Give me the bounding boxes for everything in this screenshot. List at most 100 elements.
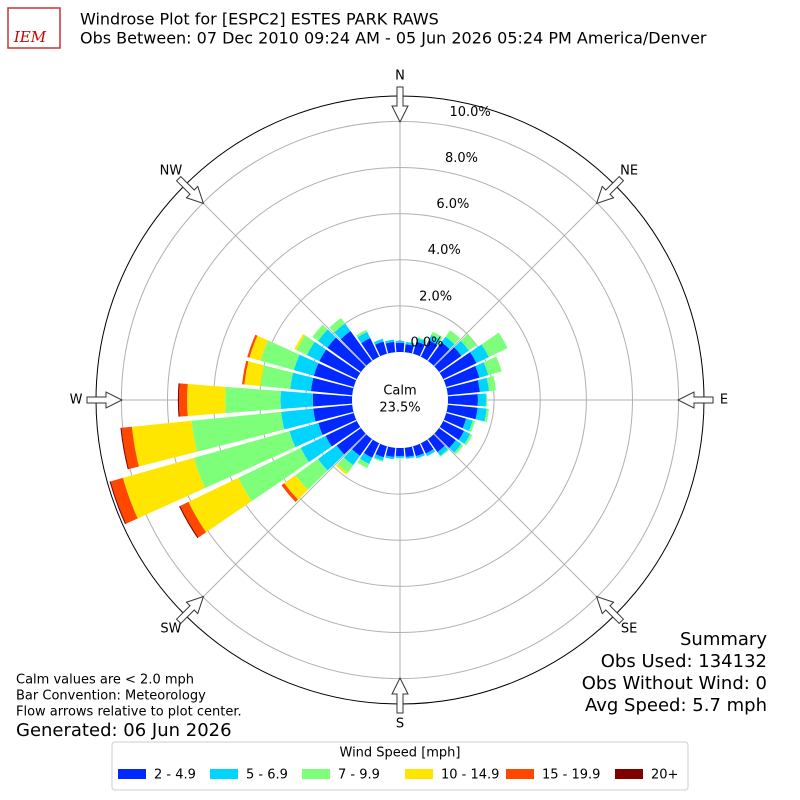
bar-segment [486, 376, 496, 392]
bar-segment [225, 386, 281, 414]
bar-segment [395, 447, 405, 457]
bar-segment [443, 366, 480, 388]
bar-segment [385, 341, 396, 354]
bar-segment [375, 443, 388, 458]
bar-segment [244, 361, 265, 387]
bar-segment [446, 380, 480, 396]
bar-segment [280, 391, 314, 409]
bar-segment [110, 477, 138, 524]
spoke [433, 433, 616, 616]
bar-segment [470, 344, 489, 364]
flow-arrow-shape [391, 86, 409, 124]
r-tick-label: 4.0% [428, 243, 461, 258]
bar-segment [318, 412, 357, 435]
bar-segment [312, 324, 328, 342]
bar-segment [483, 356, 502, 376]
bar-segment [317, 445, 345, 471]
note: Calm values are < 2.0 mph [16, 673, 194, 688]
compass-label: SW [160, 622, 181, 637]
bar-segment [294, 333, 306, 351]
compass-label: NE [620, 163, 638, 178]
bar-segment [395, 342, 405, 353]
note: Flow arrows relative to plot center. [16, 705, 242, 720]
bar-segment [120, 427, 129, 470]
compass-label: SE [621, 622, 637, 637]
bar-segment [188, 477, 252, 533]
chart-title: Windrose Plot for [ESPC2] ESTES PARK RAW… [80, 10, 439, 29]
bar-segment [395, 457, 405, 459]
flow-arrow [175, 595, 205, 625]
bar-segment [242, 360, 249, 385]
bar-segment [441, 336, 455, 350]
bar-segment [485, 393, 488, 407]
calm-label: Calm [383, 384, 416, 399]
bar-segment [405, 455, 415, 459]
bar-segment [313, 363, 357, 388]
bar-segment [374, 454, 384, 461]
bar-segment [373, 457, 383, 462]
logo: IEM [7, 7, 61, 49]
spoke [433, 184, 616, 367]
bar-segment [325, 420, 361, 447]
flow-arrow-shape [175, 175, 205, 205]
bar-segment [356, 329, 368, 338]
bar-segment [475, 362, 489, 378]
bar-segment [327, 337, 366, 372]
bar-segment [447, 394, 478, 406]
flow-arrow [391, 676, 409, 714]
flow-arrow-shape [595, 175, 625, 205]
bar-segment [475, 407, 487, 422]
legend-box [111, 741, 689, 791]
bar-segment [385, 455, 395, 460]
bar-segment [310, 377, 354, 396]
bar-segment [458, 430, 471, 444]
flow-arrow [175, 175, 205, 205]
bar-segment [336, 428, 366, 455]
bar-segment [300, 435, 332, 463]
bar-segment [477, 393, 487, 407]
flow-arrow-shape [595, 595, 625, 625]
logo-text: IEM [13, 28, 47, 46]
bar-segment [420, 439, 434, 454]
bar-segment [247, 334, 258, 358]
bar-segment [415, 453, 425, 459]
bar-segment [319, 349, 361, 380]
flow-arrow-shape [391, 676, 409, 714]
bar-segment [180, 501, 207, 538]
summary-line: Avg Speed: 5.7 mph [585, 695, 767, 716]
legend-swatch [506, 769, 534, 779]
bar-segment [395, 455, 405, 458]
bar-segment [281, 408, 316, 430]
legend-label: 15 - 19.9 [542, 768, 600, 783]
bar-segment [434, 428, 456, 449]
bar-segment [337, 457, 354, 473]
grid-circle [166, 166, 634, 634]
legend-swatch [118, 769, 146, 779]
summary-line: Summary [680, 629, 767, 650]
flow-arrow [595, 175, 625, 205]
bar-segment [179, 383, 188, 417]
bar-segment [343, 449, 360, 466]
legend-label: 10 - 14.9 [441, 768, 499, 783]
bar-segment [405, 341, 415, 346]
bar-segment [412, 341, 425, 357]
bar-segment [260, 365, 294, 390]
spoke [184, 184, 367, 367]
bar-segment [351, 434, 372, 456]
bar-segment [363, 439, 380, 458]
bar-segment [121, 426, 139, 470]
bar-segment [357, 331, 371, 344]
bar-segment [238, 447, 309, 502]
r-tick-label: 8.0% [445, 151, 478, 166]
legend-label: 7 - 9.9 [338, 768, 380, 783]
bar-segment [404, 446, 415, 457]
bar-segment [284, 475, 308, 500]
bar-segment [373, 338, 384, 345]
bar-segment [375, 341, 388, 357]
legend-swatch [405, 769, 433, 779]
bar-segment [481, 332, 508, 358]
compass-label: W [70, 393, 83, 408]
bar-segment [454, 444, 464, 455]
r-tick-label: 0.0% [410, 336, 443, 351]
flow-arrow-shape [676, 391, 714, 409]
